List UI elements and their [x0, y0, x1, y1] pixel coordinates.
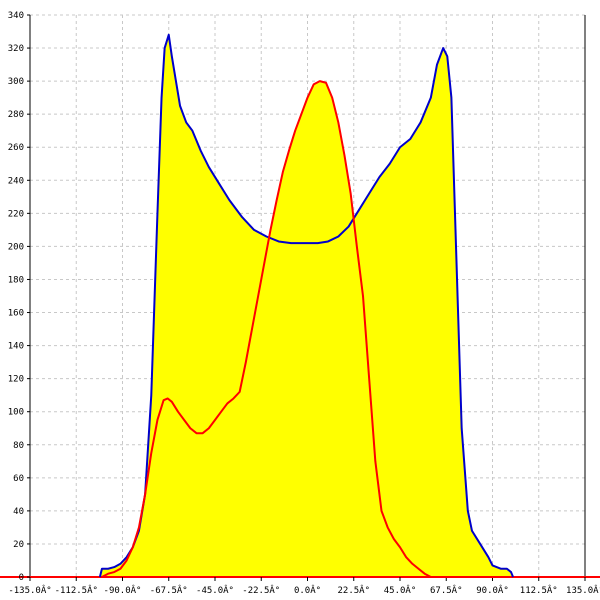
y-tick-label-6: 120: [8, 375, 24, 385]
y-tick-label-2: 40: [13, 507, 24, 517]
tick-labels: 0 20 40 60 80 100 120 140 160 180 200 220 240 260 280 3…: [8, 11, 600, 596]
x-tick-label-9: 67.5Â°: [430, 584, 463, 596]
y-tick-label-15: 300: [8, 77, 24, 87]
y-tick-label-3: 60: [13, 474, 24, 484]
y-tick-label-0: 0: [19, 573, 24, 583]
filled-area: [99, 34, 514, 578]
y-tick-label-1: 20: [13, 540, 24, 550]
y-tick-label-13: 260: [8, 143, 24, 153]
x-tick-label-2: -90.0Â°: [104, 584, 142, 596]
x-tick-label-8: 45.0Â°: [384, 584, 417, 596]
x-tick-label-10: 90.0Â°: [476, 584, 509, 596]
x-tick-label-3: -67.5Â°: [150, 584, 188, 596]
y-tick-label-11: 220: [8, 209, 24, 219]
y-tick-label-7: 140: [8, 342, 24, 352]
x-tick-label-0: -135.0Â°: [8, 584, 51, 596]
x-tick-label-1: -112.5Â°: [55, 584, 98, 596]
y-tick-label-16: 320: [8, 44, 24, 54]
series-lines: [98, 33, 514, 578]
area-fill-series-2: [101, 81, 505, 577]
x-tick-label-6: 0.0Â°: [294, 584, 321, 596]
x-tick-label-7: 22.5Â°: [337, 584, 370, 596]
y-tick-label-4: 80: [13, 441, 24, 451]
y-tick-label-12: 240: [8, 176, 24, 186]
series-line-2: [101, 80, 505, 578]
series-line-1: [98, 33, 514, 578]
x-tick-label-11: 112.5Â°: [520, 584, 558, 596]
y-tick-label-17: 340: [8, 11, 24, 21]
y-tick-label-10: 200: [8, 242, 24, 252]
y-tick-label-14: 280: [8, 110, 24, 120]
y-tick-label-8: 160: [8, 309, 24, 319]
x-tick-label-4: -45.0Â°: [196, 584, 234, 596]
x-tick-label-5: -22.5Â°: [242, 584, 280, 596]
y-tick-label-9: 180: [8, 275, 24, 285]
x-tick-label-12: 135.0Â°: [566, 584, 600, 596]
y-tick-label-5: 100: [8, 408, 24, 418]
